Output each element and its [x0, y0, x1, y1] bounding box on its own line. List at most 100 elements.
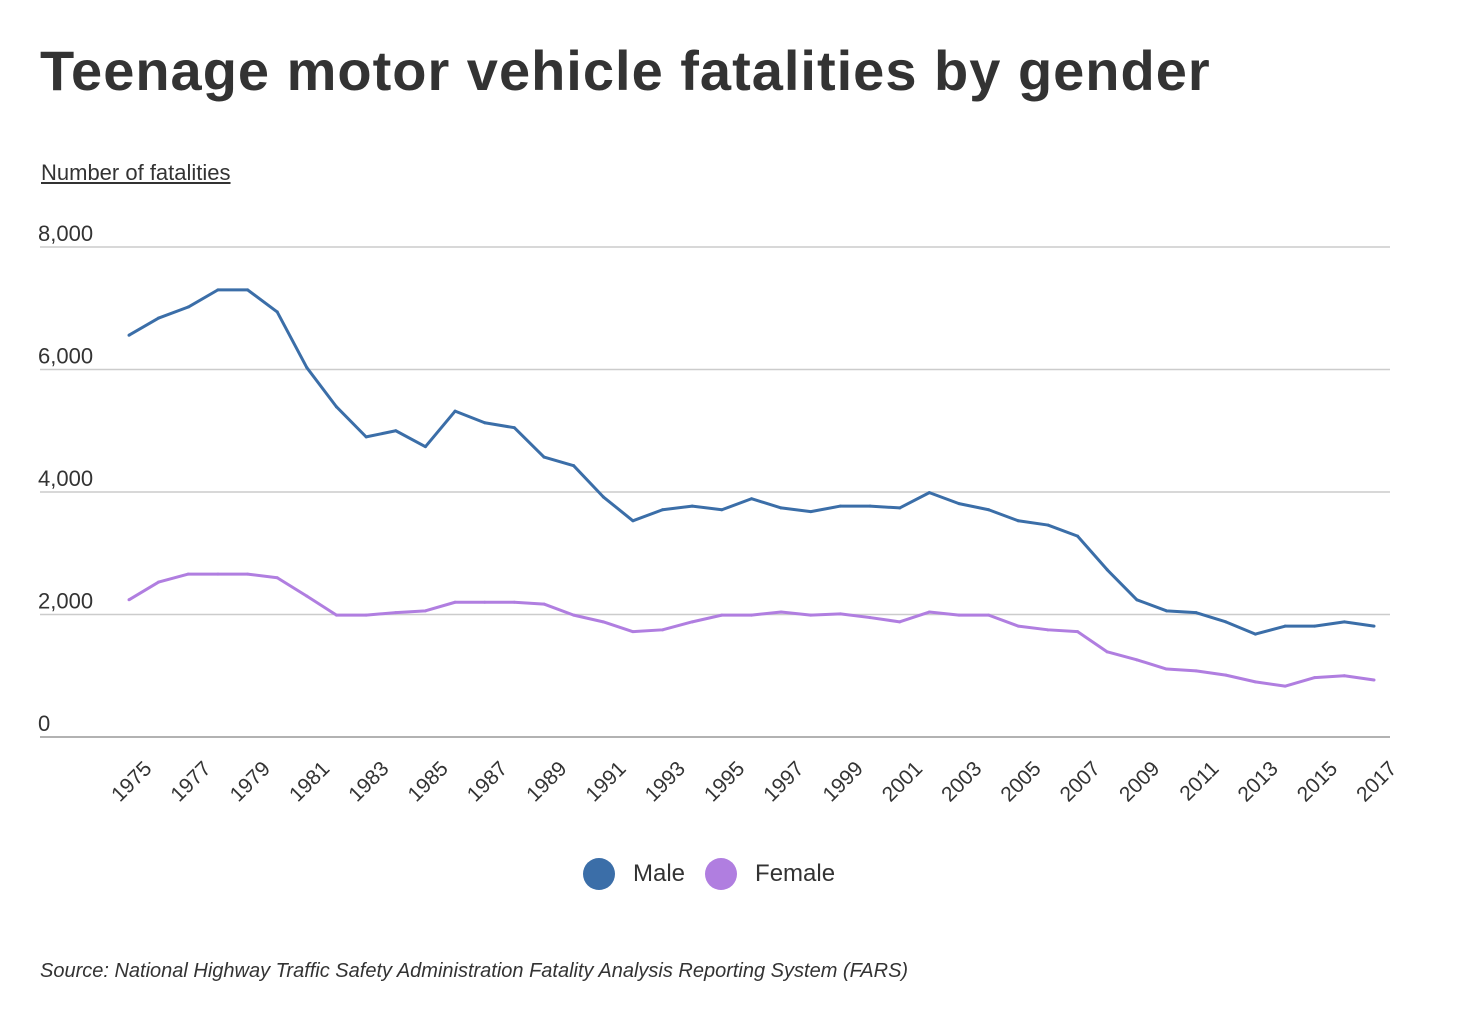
- x-tick-label: 1975: [107, 757, 156, 806]
- x-tick-label: 2017: [1352, 757, 1401, 806]
- data-point-female: [690, 620, 694, 624]
- data-point-male: [1224, 620, 1228, 624]
- data-point-female: [394, 611, 398, 615]
- data-point-female: [838, 612, 842, 616]
- data-point-female: [661, 628, 665, 632]
- data-point-female: [631, 630, 635, 634]
- data-point-male: [1342, 620, 1346, 624]
- data-point-female: [275, 576, 279, 580]
- data-point-female: [987, 613, 991, 617]
- data-point-female: [1016, 624, 1020, 628]
- data-point-female: [127, 598, 131, 602]
- data-point-male: [1135, 598, 1139, 602]
- data-point-male: [157, 316, 161, 320]
- data-point-male: [838, 504, 842, 508]
- data-point-female: [1342, 674, 1346, 678]
- x-tick-label: 1989: [522, 757, 571, 806]
- legend-item-female[interactable]: Female: [705, 858, 835, 890]
- data-point-male: [631, 519, 635, 523]
- data-point-female: [572, 613, 576, 617]
- data-point-male: [512, 426, 516, 430]
- data-point-female: [186, 572, 190, 576]
- data-point-male: [750, 497, 753, 501]
- x-tick-label: 2007: [1056, 757, 1105, 806]
- legend-swatch-male: [583, 858, 615, 890]
- data-point-male: [601, 495, 605, 499]
- data-point-male: [661, 508, 665, 512]
- data-point-male: [987, 508, 991, 512]
- data-point-female: [246, 572, 250, 576]
- y-tick-label: 8,000: [38, 221, 93, 246]
- y-tick-label: 4,000: [38, 466, 93, 491]
- data-point-male: [542, 455, 546, 459]
- data-point-male: [246, 288, 250, 292]
- data-point-male: [1076, 534, 1080, 538]
- data-point-female: [512, 600, 516, 604]
- y-tick-label: 2,000: [38, 589, 93, 614]
- x-tick-label: 2013: [1234, 757, 1283, 806]
- data-point-female: [898, 620, 902, 624]
- x-tick-label: 2009: [1115, 757, 1164, 806]
- data-point-female: [483, 600, 487, 604]
- data-point-male: [394, 429, 398, 433]
- legend-item-male[interactable]: Male: [583, 858, 685, 890]
- data-point-male: [483, 421, 487, 425]
- data-point-male: [1283, 624, 1287, 628]
- data-point-female: [927, 610, 931, 614]
- data-point-male: [1194, 611, 1198, 615]
- data-point-male: [335, 405, 338, 409]
- data-point-female: [1372, 678, 1376, 682]
- x-tick-label: 1981: [285, 757, 334, 806]
- x-tick-label: 1977: [166, 757, 215, 806]
- x-tick-label: 1987: [463, 757, 512, 806]
- data-point-male: [127, 333, 131, 337]
- x-tick-label: 1997: [759, 757, 808, 806]
- x-tick-label: 2003: [937, 757, 986, 806]
- y-axis-label: Number of fatalities: [41, 160, 231, 185]
- data-point-male: [1313, 624, 1317, 628]
- data-point-male: [779, 506, 783, 510]
- data-point-female: [601, 620, 605, 624]
- data-point-male: [186, 305, 190, 309]
- data-point-male: [275, 310, 279, 314]
- data-point-female: [1105, 650, 1109, 654]
- data-point-male: [720, 508, 724, 512]
- data-point-female: [1253, 680, 1257, 684]
- data-point-male: [1372, 624, 1376, 628]
- data-point-female: [1165, 667, 1168, 671]
- legend-swatch-female: [705, 858, 738, 890]
- data-point-male: [957, 502, 961, 506]
- x-tick-label: 2005: [996, 757, 1045, 806]
- y-tick-label: 0: [38, 711, 50, 736]
- data-point-male: [572, 464, 576, 468]
- data-point-female: [364, 613, 368, 617]
- data-point-female: [957, 613, 961, 617]
- series-line-female: [128, 572, 1375, 688]
- data-point-female: [1313, 676, 1317, 680]
- data-point-male: [305, 366, 309, 370]
- x-tick-label: 1985: [404, 757, 453, 806]
- x-tick-label: 1979: [226, 757, 275, 806]
- data-point-male: [690, 504, 694, 508]
- x-tick-label: 1991: [581, 757, 630, 806]
- data-point-female: [1283, 684, 1287, 688]
- data-point-female: [1224, 673, 1228, 677]
- data-point-male: [216, 288, 220, 292]
- data-point-female: [779, 610, 783, 614]
- data-point-female: [305, 594, 309, 598]
- data-point-female: [809, 613, 813, 617]
- data-point-male: [927, 491, 931, 495]
- data-point-male: [1016, 519, 1020, 523]
- data-point-male: [453, 409, 457, 413]
- data-point-male: [423, 445, 427, 449]
- data-point-male: [364, 435, 368, 439]
- data-point-female: [720, 613, 724, 617]
- chart-title: Teenage motor vehicle fatalities by gend…: [40, 39, 1211, 102]
- legend-label-female: Female: [755, 860, 836, 887]
- data-point-female: [750, 613, 753, 617]
- source-note: Source: National Highway Traffic Safety …: [40, 960, 909, 982]
- series-line-male: [128, 288, 1375, 636]
- data-point-male: [1165, 609, 1168, 613]
- data-point-male: [1253, 632, 1257, 636]
